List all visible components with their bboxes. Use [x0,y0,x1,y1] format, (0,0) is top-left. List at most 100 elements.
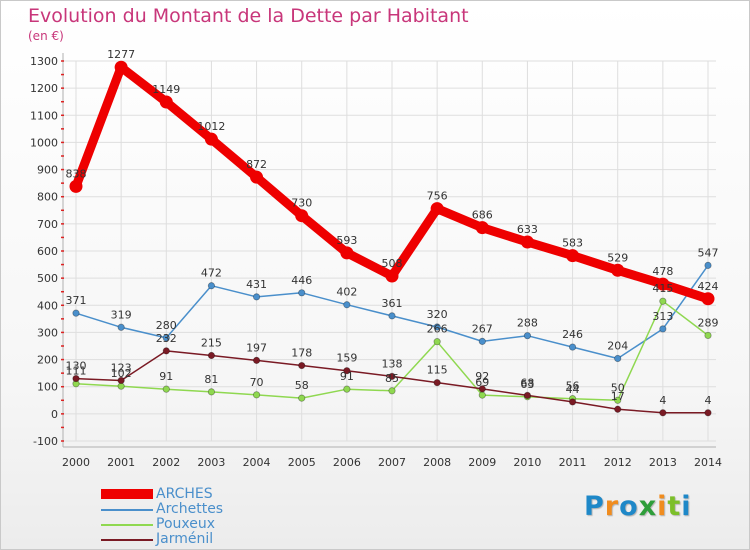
x-tick-label: 2000 [62,456,90,469]
data-label: 70 [250,376,264,389]
x-tick-label: 2009 [468,456,496,469]
data-label: 4 [705,394,712,407]
data-label: 50 [611,381,625,394]
data-label: 159 [336,352,357,365]
y-tick-label: 600 [37,245,58,258]
data-point [252,356,261,364]
legend-label-archettes: Archettes [156,501,224,517]
data-point [568,343,577,351]
data-point [656,277,670,291]
x-tick-label: 2002 [152,456,180,469]
data-point [704,331,712,340]
data-point [523,391,532,399]
data-point [478,385,486,393]
x-tick-label: 2004 [243,456,271,469]
data-point [385,269,399,283]
data-label: 204 [607,339,628,352]
data-point [701,292,715,306]
data-point [207,351,216,360]
legend: ARCHES Archettes Pouxeux Jarménil [101,486,301,547]
legend-item-jarmenil: Jarménil [101,531,301,547]
data-point [162,347,170,355]
x-tick-label: 2014 [694,456,722,469]
data-label: 85 [385,372,399,385]
data-label: 130 [66,360,87,373]
legend-swatch-jarmenil [101,539,153,541]
data-label: 111 [66,365,87,378]
x-tick-label: 2011 [559,456,587,469]
data-label: 267 [472,322,493,335]
legend-label-arches: ARCHES [156,486,213,502]
data-point [250,170,264,184]
data-label: 81 [204,373,218,386]
data-label: 547 [698,246,719,259]
data-point [252,293,261,301]
series-archettes [72,261,712,363]
x-tick-label: 2010 [513,456,541,469]
data-point [388,387,396,395]
data-label: 478 [652,265,673,278]
data-label: 63 [520,378,534,391]
data-label: 1149 [152,83,180,96]
legend-label-pouxeux: Pouxeux [156,516,216,532]
logo-letter: r [604,491,620,522]
data-label: 446 [291,274,312,287]
data-point [704,409,712,417]
data-label: 44 [566,383,580,396]
data-point [659,409,667,417]
data-point [298,361,306,370]
y-tick-label: 400 [37,299,58,312]
logo-letter: P [584,491,605,522]
x-tick-label: 2003 [197,456,225,469]
data-point [433,338,441,346]
data-point [475,221,489,235]
data-point [162,385,170,393]
unit-label: (en €) [28,29,64,43]
data-label: 872 [246,158,267,171]
y-tick-label: 0 [51,408,58,421]
y-tick-label: -100 [33,435,58,448]
x-tick-label: 2013 [649,456,677,469]
data-label: 686 [472,209,493,222]
data-label: 371 [66,294,87,307]
x-tick-labels: 2000 2001 2002 2003 2004 2005 2006 2007 2008 2009… [62,456,722,469]
proxiti-logo: Proxiti [584,491,692,522]
x-tick-label: 2001 [107,456,135,469]
data-point [343,367,351,375]
data-point [343,385,351,393]
data-label: 1277 [107,48,135,61]
data-point [520,235,534,249]
data-point [207,282,216,290]
data-point [117,323,125,331]
data-label: 633 [517,223,538,236]
data-label: 115 [427,364,448,377]
data-point [614,405,622,413]
data-label: 17 [611,390,625,403]
y-tick-label: 300 [37,326,58,339]
data-label: 288 [517,317,538,330]
data-point [204,132,218,146]
data-label: 92 [475,370,489,383]
data-label: 289 [698,316,719,329]
data-label: 215 [201,337,222,350]
legend-item-pouxeux: Pouxeux [101,516,301,532]
legend-item-arches: ARCHES [101,486,301,502]
x-tick-label: 2012 [604,456,632,469]
data-point [614,396,622,404]
data-point [159,95,173,109]
gridlines [63,60,716,442]
x-tick-label: 2005 [288,456,316,469]
data-label: 58 [295,379,309,392]
data-label: 431 [246,278,267,291]
data-labels: 838 1277 1149 1012 872 730 593 508 756 686 633 583 5… [66,48,719,407]
data-point [433,323,441,331]
data-point [207,388,216,396]
data-point [478,337,486,345]
data-label: 593 [336,234,357,247]
data-point [340,246,354,260]
data-point [69,179,83,193]
data-label: 313 [652,310,673,323]
data-label: 1012 [197,120,225,133]
data-label: 756 [427,190,448,203]
